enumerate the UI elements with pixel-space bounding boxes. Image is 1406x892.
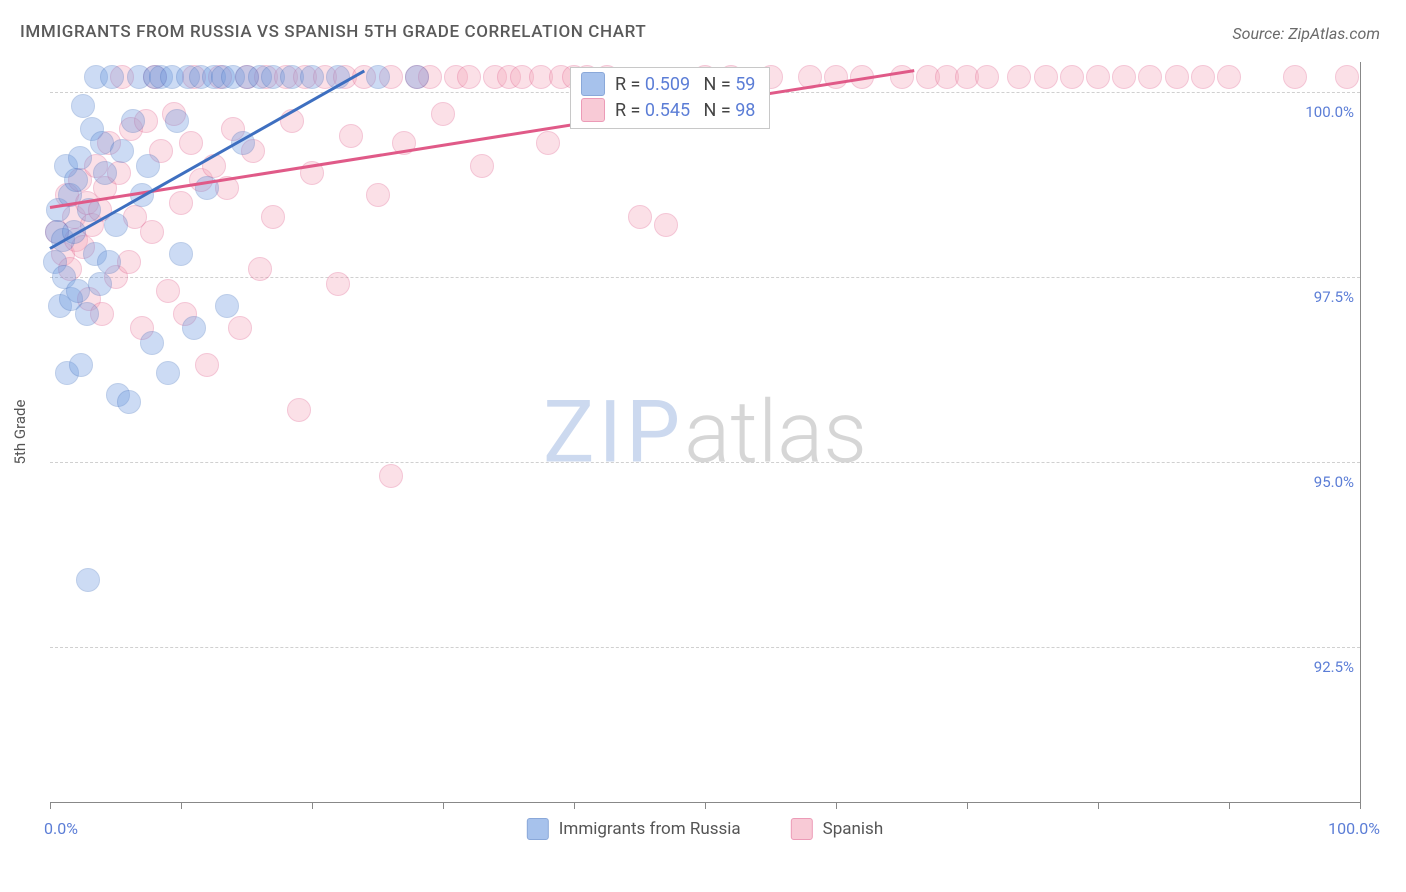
x-tick (181, 802, 182, 809)
scatter-point (169, 191, 193, 215)
x-tick (50, 802, 51, 809)
x-tick (312, 802, 313, 809)
x-max-label: 100.0% (1328, 819, 1380, 838)
scatter-point (470, 154, 494, 178)
scatter-point (1112, 65, 1136, 89)
scatter-point (1086, 65, 1110, 89)
scatter-point (121, 109, 145, 133)
scatter-point (179, 131, 203, 155)
x-tick (574, 802, 575, 809)
scatter-point (1007, 65, 1031, 89)
scatter-point (69, 353, 93, 377)
legend-label-russia: Immigrants from Russia (559, 819, 741, 839)
watermark: ZIPatlas (543, 382, 867, 483)
swatch-spanish (581, 98, 605, 122)
y-tick-label: 95.0% (1314, 473, 1354, 491)
scatter-point (1165, 65, 1189, 89)
legend-item-spanish: Spanish (791, 818, 884, 840)
scatter-point (1060, 65, 1084, 89)
gridline (50, 647, 1360, 648)
gridline (50, 462, 1360, 463)
scatter-point (182, 316, 206, 340)
gridline (50, 277, 1360, 278)
scatter-point (300, 65, 324, 89)
y-tick-label: 97.5% (1314, 288, 1354, 306)
scatter-point (71, 94, 95, 118)
scatter-point (156, 361, 180, 385)
scatter-point (1191, 65, 1215, 89)
scatter-point (117, 390, 141, 414)
scatter-point (248, 257, 272, 281)
scatter-point (1283, 65, 1307, 89)
scatter-point (215, 294, 239, 318)
scatter-point (431, 102, 455, 126)
scatter-point (100, 65, 124, 89)
chart-title: IMMIGRANTS FROM RUSSIA VS SPANISH 5TH GR… (20, 22, 646, 42)
bottom-legend: Immigrants from Russia Spanish (527, 818, 883, 840)
scatter-point (110, 139, 134, 163)
scatter-point (136, 154, 160, 178)
x-tick (1360, 802, 1361, 809)
scatter-point (93, 161, 117, 185)
x-tick (967, 802, 968, 809)
scatter-point (1034, 65, 1058, 89)
scatter-point (156, 279, 180, 303)
x-tick (1098, 802, 1099, 809)
x-tick (836, 802, 837, 809)
legend-item-russia: Immigrants from Russia (527, 818, 741, 840)
scatter-point (405, 65, 429, 89)
scatter-point (287, 398, 311, 422)
scatter-point (654, 213, 678, 237)
x-tick (705, 802, 706, 809)
x-tick (1229, 802, 1230, 809)
scatter-point (1335, 65, 1359, 89)
x-tick (443, 802, 444, 809)
scatter-point (975, 65, 999, 89)
correlation-legend: R = 0.509 N = 59 R = 0.545 N = 98 (570, 67, 770, 129)
scatter-point (76, 568, 100, 592)
scatter-point (195, 353, 219, 377)
scatter-point (339, 124, 363, 148)
legend-swatch-russia (527, 818, 549, 840)
scatter-point (68, 146, 92, 170)
scatter-point (457, 65, 481, 89)
correlation-row-russia: R = 0.509 N = 59 (581, 72, 755, 96)
y-tick-label: 92.5% (1314, 658, 1354, 676)
scatter-point (165, 109, 189, 133)
legend-swatch-spanish (791, 818, 813, 840)
scatter-point (261, 205, 285, 229)
scatter-point (66, 279, 90, 303)
r-value-russia: 0.509 (645, 74, 690, 95)
scatter-point (97, 250, 121, 274)
scatter-point (628, 205, 652, 229)
y-tick-label: 100.0% (1305, 103, 1354, 121)
swatch-russia (581, 72, 605, 96)
chart-source: Source: ZipAtlas.com (1232, 24, 1380, 43)
scatter-point (169, 242, 193, 266)
scatter-point (140, 331, 164, 355)
scatter-point (326, 272, 350, 296)
scatter-point (75, 302, 99, 326)
scatter-point (366, 183, 390, 207)
legend-label-spanish: Spanish (823, 819, 884, 839)
n-value-spanish: 98 (735, 100, 755, 121)
scatter-point (228, 316, 252, 340)
scatter-point (1217, 65, 1241, 89)
watermark-zip: ZIP (543, 382, 684, 483)
scatter-point (366, 65, 390, 89)
scatter-point (890, 65, 914, 89)
x-min-label: 0.0% (44, 819, 78, 838)
n-value-russia: 59 (735, 74, 755, 95)
correlation-row-spanish: R = 0.545 N = 98 (581, 98, 755, 122)
watermark-atlas: atlas (684, 382, 867, 483)
scatter-point (536, 131, 560, 155)
scatter-point (64, 168, 88, 192)
scatter-point (88, 272, 112, 296)
r-value-spanish: 0.545 (645, 100, 690, 121)
scatter-point (1138, 65, 1162, 89)
scatter-point (379, 464, 403, 488)
y-axis-title: 5th Grade (11, 400, 29, 465)
scatter-plot-area: 5th Grade ZIPatlas 0.0% 100.0% Immigrant… (50, 62, 1361, 803)
scatter-point (140, 220, 164, 244)
